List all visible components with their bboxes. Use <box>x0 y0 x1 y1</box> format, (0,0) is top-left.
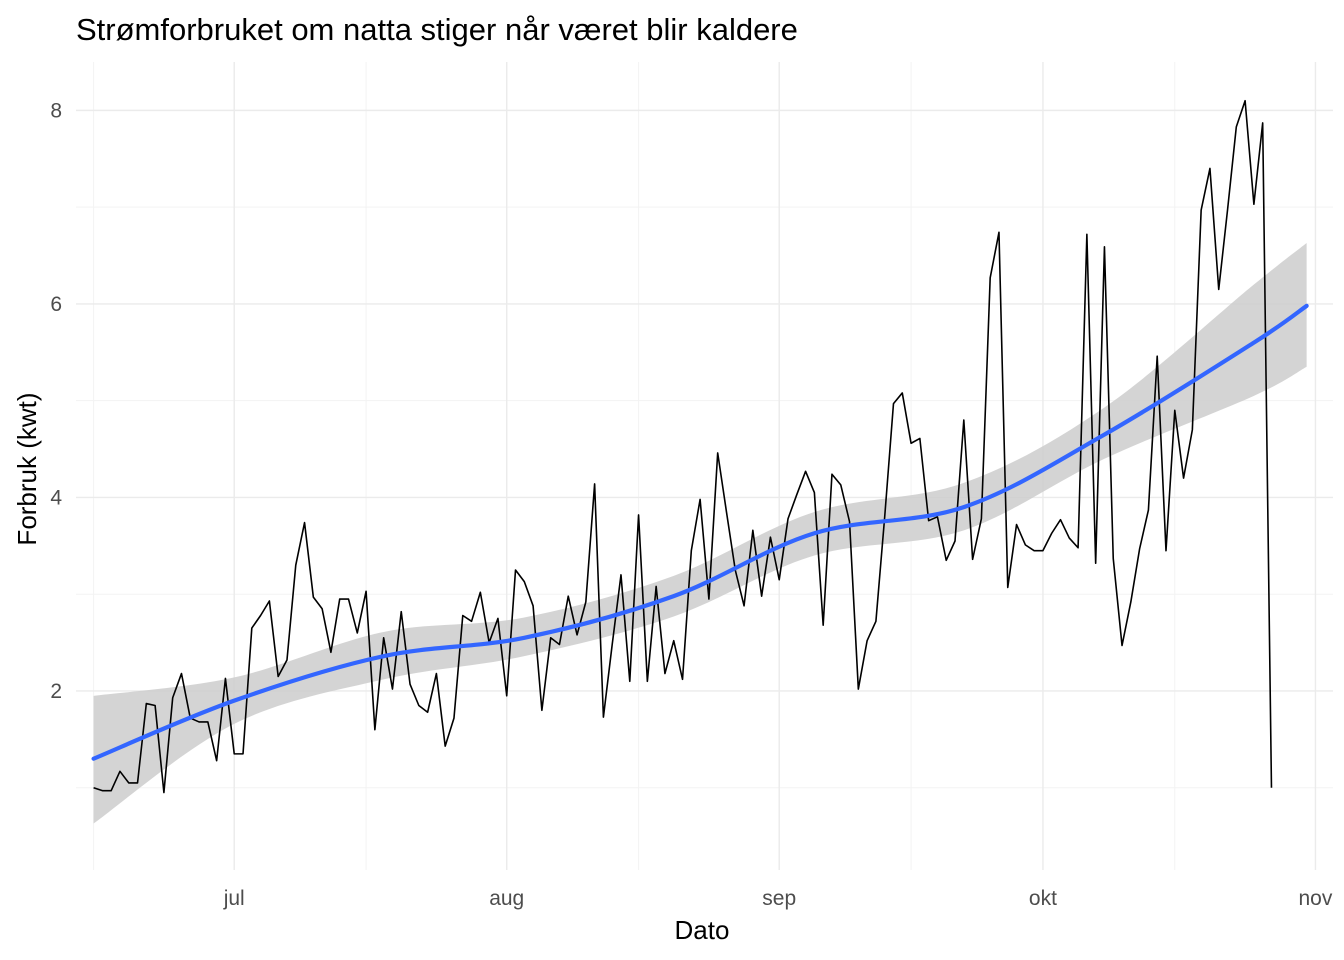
y-tick-label: 4 <box>50 486 62 509</box>
y-axis-ticks: 2 4 6 8 <box>50 99 62 703</box>
consumption-series-line <box>93 99 1273 794</box>
x-tick-label: okt <box>1029 887 1057 910</box>
grid <box>76 62 1333 870</box>
chart-title: Strømforbruket om natta stiger når været… <box>76 12 798 47</box>
confidence-band-area <box>93 242 1307 824</box>
consumption-line <box>93 99 1273 794</box>
confidence-band <box>93 242 1307 824</box>
x-axis-title: Dato <box>675 915 730 945</box>
y-tick-label: 6 <box>50 293 62 316</box>
trend-line <box>91 303 1309 761</box>
x-tick-label: jul <box>223 887 245 910</box>
x-tick-label: nov <box>1298 887 1332 910</box>
x-tick-label: aug <box>489 887 524 910</box>
y-axis-title: Forbruk (kwt) <box>12 392 42 545</box>
x-tick-label: sep <box>762 887 796 910</box>
y-tick-label: 2 <box>50 680 62 703</box>
x-axis-ticks: jul aug sep okt nov <box>223 887 1333 910</box>
trend-series-line <box>91 303 1309 761</box>
y-tick-label: 8 <box>50 99 62 122</box>
